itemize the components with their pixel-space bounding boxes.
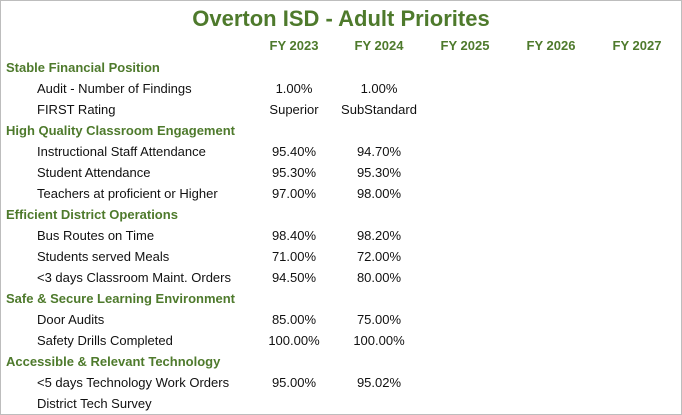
metric-label: Student Attendance (37, 165, 151, 180)
metric-value: 80.00% (356, 270, 402, 285)
metric-value: 100.00% (268, 333, 320, 348)
metric-value: 1.00% (275, 81, 313, 96)
metric-value: SubStandard (341, 102, 417, 117)
metric-value: 1.00% (360, 81, 398, 96)
metric-row: FIRST Rating Superior SubStandard (0, 99, 682, 120)
metric-label: Audit - Number of Findings (37, 81, 192, 96)
metric-label: District Tech Survey (37, 396, 152, 411)
metric-value: 98.20% (356, 228, 402, 243)
metric-row: Safety Drills Completed 100.00% 100.00% (0, 330, 682, 351)
metric-value: 71.00% (271, 249, 317, 264)
year-header: FY 2023 (269, 38, 319, 53)
year-header: FY 2025 (440, 38, 490, 53)
metric-value: 75.00% (356, 312, 402, 327)
metric-value: 98.40% (271, 228, 317, 243)
section-row: Efficient District Operations (0, 204, 682, 225)
year-header: FY 2026 (526, 38, 576, 53)
metric-label: FIRST Rating (37, 102, 116, 117)
section-row: Stable Financial Position (0, 57, 682, 78)
metric-row: Audit - Number of Findings 1.00% 1.00% (0, 78, 682, 99)
section-label: Safe & Secure Learning Environment (6, 291, 236, 306)
year-header: FY 2024 (354, 38, 404, 53)
metric-label: Instructional Staff Attendance (37, 144, 206, 159)
metric-row: Bus Routes on Time 98.40% 98.20% (0, 225, 682, 246)
metric-value: 95.00% (271, 375, 317, 390)
section-label: Efficient District Operations (6, 207, 178, 222)
metric-row: <3 days Classroom Maint. Orders 94.50% 80.… (0, 267, 682, 288)
metric-label: <5 days Technology Work Orders (37, 375, 230, 390)
metric-value: 95.40% (271, 144, 317, 159)
metric-row: Student Attendance 95.30% 95.30% (0, 162, 682, 183)
metric-row: Teachers at proficient or Higher 97.00% 98… (0, 183, 682, 204)
section-label: High Quality Classroom Engagement (6, 123, 235, 138)
metric-label: Safety Drills Completed (37, 333, 173, 348)
metric-label: Teachers at proficient or Higher (37, 186, 218, 201)
metric-value: 98.00% (356, 186, 402, 201)
metric-value: Superior (269, 102, 319, 117)
metric-label: Students served Meals (37, 249, 170, 264)
metric-row: Students served Meals 71.00% 72.00% (0, 246, 682, 267)
metric-value: 85.00% (271, 312, 317, 327)
metric-value: 72.00% (356, 249, 402, 264)
metric-row: Instructional Staff Attendance 95.40% 94.7… (0, 141, 682, 162)
section-row: Safe & Secure Learning Environment (0, 288, 682, 309)
section-label: Stable Financial Position (6, 60, 160, 75)
section-row: Accessible & Relevant Technology (0, 351, 682, 372)
metric-value: 95.30% (271, 165, 317, 180)
metric-value: 100.00% (353, 333, 405, 348)
metric-value: 95.02% (356, 375, 402, 390)
metric-row: Door Audits 85.00% 75.00% (0, 309, 682, 330)
metric-row: <5 days Technology Work Orders 95.00% 95.0… (0, 372, 682, 393)
year-header: FY 2027 (612, 38, 662, 53)
metric-value: 97.00% (271, 186, 317, 201)
section-label: Accessible & Relevant Technology (6, 354, 221, 369)
metric-label: <3 days Classroom Maint. Orders (37, 270, 231, 285)
section-row: High Quality Classroom Engagement (0, 120, 682, 141)
metric-label: Door Audits (37, 312, 105, 327)
page-title: Overton ISD - Adult Priorites (192, 6, 490, 31)
metric-value: 95.30% (356, 165, 402, 180)
metric-row: District Tech Survey (0, 393, 682, 414)
metric-value: 94.70% (356, 144, 402, 159)
metric-label: Bus Routes on Time (37, 228, 155, 243)
metric-value: 94.50% (271, 270, 317, 285)
